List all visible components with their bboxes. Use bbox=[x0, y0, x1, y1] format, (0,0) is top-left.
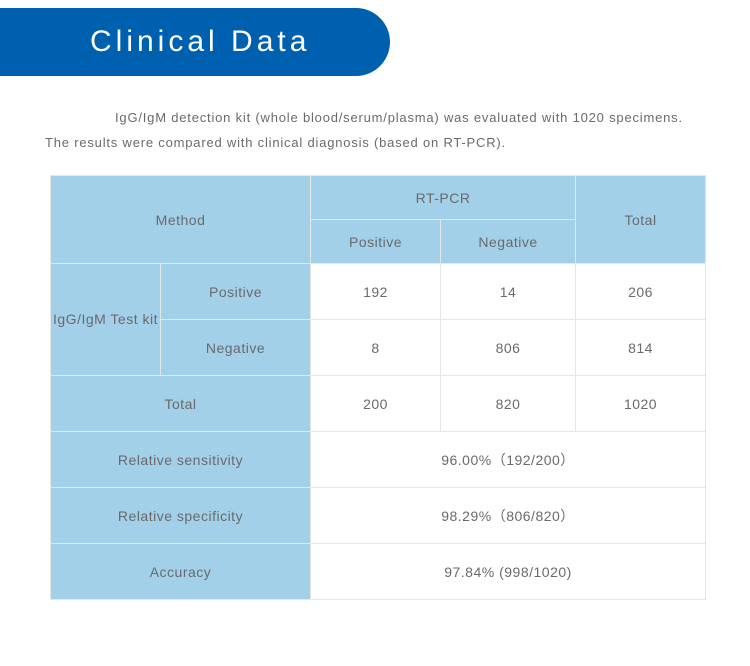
header-method: Method bbox=[51, 176, 311, 264]
row-neg-label: Negative bbox=[161, 320, 311, 376]
specificity-label: Relative specificity bbox=[51, 488, 311, 544]
row-total-label: Total bbox=[51, 376, 311, 432]
kit-label: IgG/IgM Test kit bbox=[51, 264, 161, 376]
cell-total-total: 1020 bbox=[576, 376, 706, 432]
sensitivity-label: Relative sensitivity bbox=[51, 432, 311, 488]
cell-pos-pos: 192 bbox=[311, 264, 441, 320]
sensitivity-value: 96.00%（192/200） bbox=[311, 432, 706, 488]
cell-neg-pos: 8 bbox=[311, 320, 441, 376]
accuracy-value: 97.84% (998/1020) bbox=[311, 544, 706, 600]
specificity-value: 98.29%（806/820） bbox=[311, 488, 706, 544]
cell-neg-total: 814 bbox=[576, 320, 706, 376]
cell-pos-total: 206 bbox=[576, 264, 706, 320]
clinical-data-table: Method RT-PCR Total Positive Negative Ig… bbox=[50, 175, 706, 600]
intro-paragraph: IgG/IgM detection kit (whole blood/serum… bbox=[45, 106, 705, 155]
header-total: Total bbox=[576, 176, 706, 264]
header-rtpcr: RT-PCR bbox=[311, 176, 576, 220]
header-banner: Clinical Data bbox=[0, 8, 390, 76]
cell-neg-neg: 806 bbox=[441, 320, 576, 376]
cell-total-pos: 200 bbox=[311, 376, 441, 432]
accuracy-label: Accuracy bbox=[51, 544, 311, 600]
header-negative: Negative bbox=[441, 220, 576, 264]
header-positive: Positive bbox=[311, 220, 441, 264]
cell-total-neg: 820 bbox=[441, 376, 576, 432]
page-title: Clinical Data bbox=[90, 25, 310, 59]
row-pos-label: Positive bbox=[161, 264, 311, 320]
cell-pos-neg: 14 bbox=[441, 264, 576, 320]
